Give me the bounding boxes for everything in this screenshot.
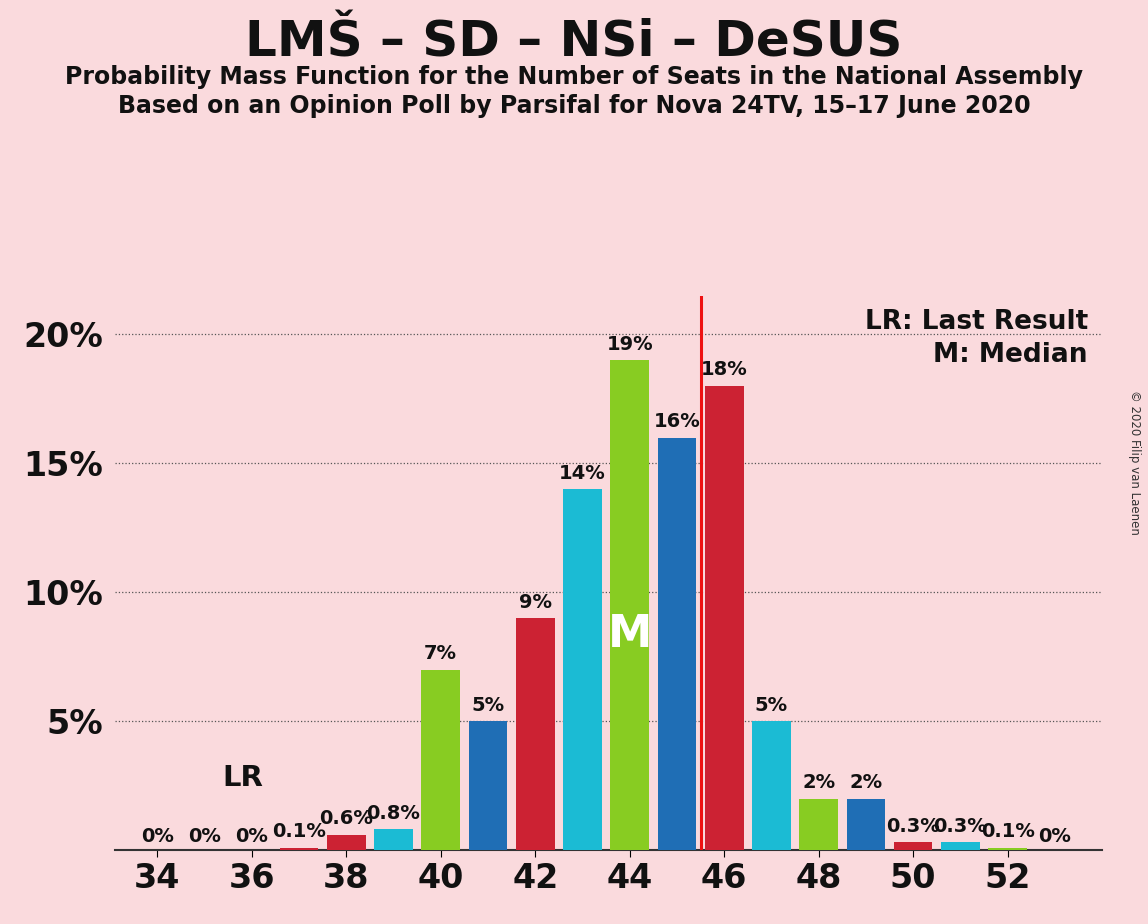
Bar — [611, 360, 649, 850]
Text: 0%: 0% — [188, 827, 222, 846]
Text: 0.8%: 0.8% — [366, 804, 420, 823]
Bar — [327, 834, 365, 850]
Text: M: Median: M: Median — [933, 342, 1088, 368]
Bar — [846, 798, 885, 850]
Bar — [705, 386, 744, 850]
Bar — [894, 843, 932, 850]
Text: 14%: 14% — [559, 464, 606, 482]
Bar — [421, 670, 460, 850]
Bar — [563, 489, 602, 850]
Text: 0%: 0% — [141, 827, 173, 846]
Text: Probability Mass Function for the Number of Seats in the National Assembly: Probability Mass Function for the Number… — [65, 65, 1083, 89]
Text: 18%: 18% — [700, 360, 747, 380]
Text: 9%: 9% — [519, 592, 552, 612]
Bar — [658, 437, 697, 850]
Text: 0%: 0% — [1039, 827, 1071, 846]
Text: 0.3%: 0.3% — [886, 817, 940, 836]
Text: LR: LR — [222, 764, 263, 792]
Bar — [752, 721, 791, 850]
Text: 19%: 19% — [606, 334, 653, 354]
Text: 0%: 0% — [235, 827, 269, 846]
Text: 2%: 2% — [802, 773, 836, 792]
Text: 0.3%: 0.3% — [933, 817, 987, 836]
Text: 5%: 5% — [755, 696, 788, 714]
Bar — [941, 843, 979, 850]
Text: LR: Last Result: LR: Last Result — [864, 309, 1088, 334]
Text: M: M — [607, 613, 652, 656]
Bar — [374, 830, 413, 850]
Bar — [799, 798, 838, 850]
Text: 2%: 2% — [850, 773, 883, 792]
Text: 0.1%: 0.1% — [272, 822, 326, 841]
Text: © 2020 Filip van Laenen: © 2020 Filip van Laenen — [1127, 390, 1141, 534]
Text: LMŠ – SD – NSi – DeSUS: LMŠ – SD – NSi – DeSUS — [246, 18, 902, 67]
Text: 0.6%: 0.6% — [319, 809, 373, 828]
Bar — [280, 847, 318, 850]
Bar — [515, 618, 554, 850]
Text: 5%: 5% — [472, 696, 504, 714]
Text: 0.1%: 0.1% — [980, 822, 1034, 841]
Bar — [988, 847, 1027, 850]
Text: Based on an Opinion Poll by Parsifal for Nova 24TV, 15–17 June 2020: Based on an Opinion Poll by Parsifal for… — [118, 94, 1030, 118]
Text: 16%: 16% — [653, 412, 700, 432]
Bar — [468, 721, 507, 850]
Text: 7%: 7% — [425, 644, 457, 663]
